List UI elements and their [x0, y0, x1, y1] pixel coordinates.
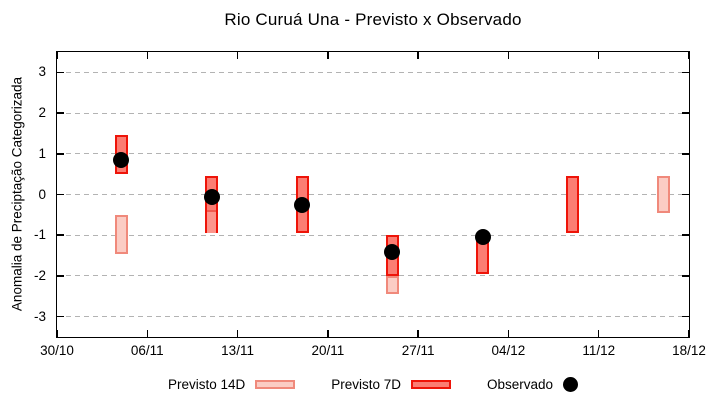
x-tick-mark	[507, 52, 510, 59]
legend-label: Previsto 7D	[331, 377, 402, 392]
y-tick-mark	[682, 193, 689, 196]
x-tick-label: 06/11	[130, 343, 164, 358]
x-tick-mark	[327, 52, 329, 59]
x-tick-label: 18/12	[672, 343, 706, 358]
x-tick-mark	[417, 52, 419, 59]
observado-dot	[294, 196, 311, 213]
x-tick-label: 20/11	[311, 343, 345, 358]
y-tick-mark	[57, 193, 64, 196]
x-tick-mark	[146, 330, 149, 337]
y-tick-mark	[682, 153, 689, 155]
bar-previsto-14d	[656, 176, 670, 213]
legend-observado-dot-icon	[563, 377, 579, 392]
y-tick-label: 2	[38, 105, 46, 121]
grid-line	[57, 316, 689, 318]
x-tick-label: 13/11	[221, 343, 254, 358]
legend-label: Previsto 14D	[167, 377, 246, 392]
x-tick-label: 04/12	[491, 343, 526, 358]
x-tick-mark	[688, 52, 690, 59]
grid-line	[57, 71, 689, 73]
y-tick-label: 3	[38, 64, 46, 80]
y-tick-label: -3	[33, 308, 46, 324]
y-tick-label: 1	[38, 145, 46, 161]
grid-line	[57, 234, 689, 236]
legend-item-14d: Previsto 14D	[167, 377, 296, 392]
x-tick-mark	[507, 330, 510, 337]
legend-label: Observado	[487, 377, 554, 392]
observado-dot	[474, 229, 491, 246]
plot-area	[56, 51, 690, 338]
x-tick-label: 30/10	[40, 343, 74, 358]
y-tick-mark	[57, 315, 64, 318]
y-tick-mark	[57, 275, 64, 277]
observado-dot	[203, 188, 220, 205]
grid-line	[57, 275, 689, 277]
y-tick-mark	[57, 71, 64, 74]
x-tick-label: 27/11	[401, 343, 435, 358]
grid-line	[57, 194, 689, 195]
x-tick-mark	[236, 52, 239, 59]
x-tick-label: 11/12	[582, 343, 616, 358]
y-tick-label: -2	[33, 267, 46, 283]
y-tick-mark	[682, 275, 689, 277]
y-tick-label: 0	[38, 186, 46, 202]
y-tick-mark	[682, 234, 689, 236]
legend-previsto-7d-swatch	[411, 380, 452, 389]
x-tick-mark	[146, 52, 149, 59]
grid-line	[57, 112, 689, 114]
y-tick-mark	[682, 71, 689, 74]
observado-dot	[113, 151, 130, 168]
legend: Previsto 14D Previsto 7D Observado	[56, 377, 690, 392]
y-tick-label: -1	[33, 227, 46, 243]
bar-previsto-14d	[114, 214, 128, 254]
bar-previsto-7d	[566, 176, 580, 234]
y-tick-mark	[57, 112, 64, 114]
x-tick-mark	[597, 330, 600, 337]
y-tick-mark	[682, 112, 689, 114]
x-tick-mark	[597, 52, 600, 59]
x-tick-mark	[417, 330, 419, 337]
bar-previsto-7d	[205, 176, 219, 234]
x-tick-mark	[56, 330, 58, 337]
y-tick-mark	[57, 234, 64, 236]
observado-dot	[384, 243, 401, 260]
y-tick-mark	[682, 315, 689, 318]
x-tick-mark	[56, 52, 58, 59]
x-tick-mark	[236, 330, 239, 337]
bar-previsto-14d	[385, 275, 399, 295]
y-tick-mark	[57, 153, 64, 155]
legend-item-7d: Previsto 7D	[331, 377, 452, 392]
legend-item-dot: Observado	[487, 377, 579, 392]
bar-overlap-segment	[207, 210, 217, 234]
x-tick-mark	[688, 330, 690, 337]
legend-previsto-14d-swatch	[255, 380, 296, 389]
chart-title: Rio Curuá Una - Previsto x Observado	[224, 10, 522, 29]
x-tick-mark	[327, 330, 329, 337]
grid-line	[57, 153, 689, 155]
